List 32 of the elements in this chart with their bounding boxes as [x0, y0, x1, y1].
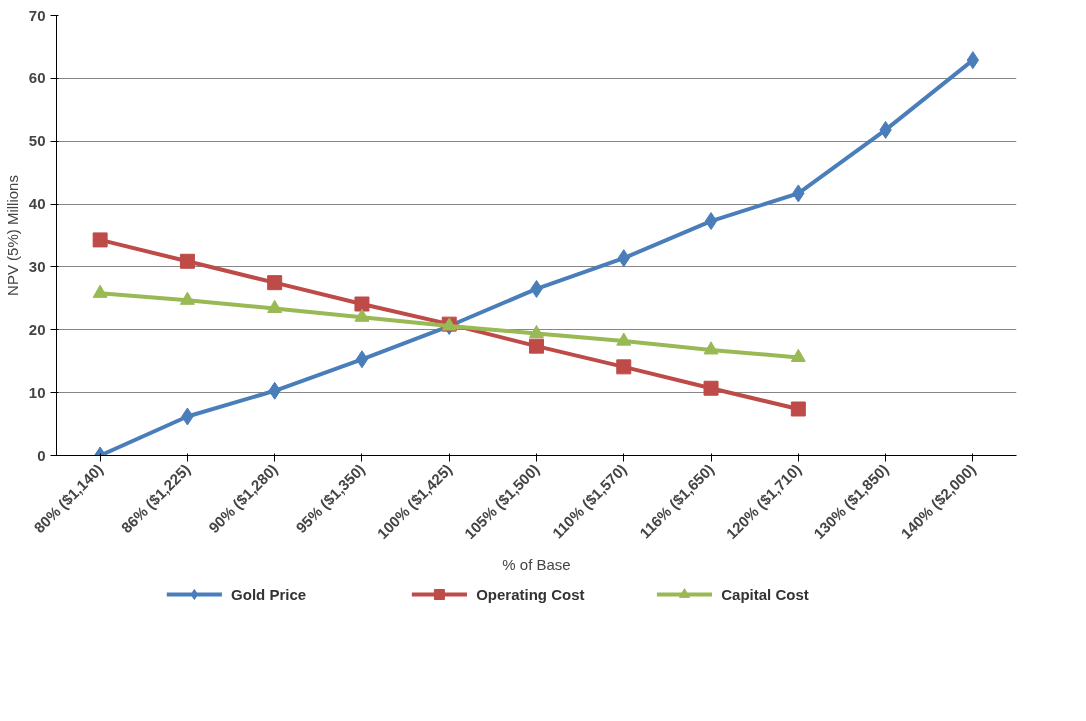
y-tick-label: 60	[28, 69, 46, 87]
y-tick-label: 70	[28, 6, 46, 24]
point	[92, 232, 108, 248]
point	[267, 275, 283, 291]
point	[790, 401, 806, 417]
point	[355, 350, 369, 369]
y-tick-label: 10	[28, 383, 46, 401]
y-tick-label: 40	[28, 195, 46, 213]
point	[92, 284, 108, 298]
point	[179, 253, 195, 269]
legend-label: Gold Price	[231, 586, 307, 603]
legend-label: Capital Cost	[721, 586, 809, 603]
point	[966, 51, 980, 70]
point	[616, 332, 632, 346]
point	[703, 341, 719, 355]
point	[354, 296, 370, 312]
point	[616, 359, 632, 375]
point	[790, 348, 806, 362]
point	[354, 308, 370, 322]
legend-label: Operating Cost	[476, 586, 585, 603]
point	[179, 291, 195, 305]
point	[529, 338, 544, 354]
point	[267, 299, 283, 313]
y-tick-label: 0	[37, 446, 46, 464]
y-axis-title: NPV (5%) Millions	[3, 175, 21, 296]
y-tick-label: 30	[28, 257, 46, 275]
x-axis-title: % of Base	[502, 556, 571, 574]
point	[704, 212, 718, 231]
y-tick-label: 20	[28, 320, 46, 338]
y-tick-label: 50	[28, 132, 46, 150]
point	[703, 380, 719, 396]
point	[529, 324, 544, 339]
